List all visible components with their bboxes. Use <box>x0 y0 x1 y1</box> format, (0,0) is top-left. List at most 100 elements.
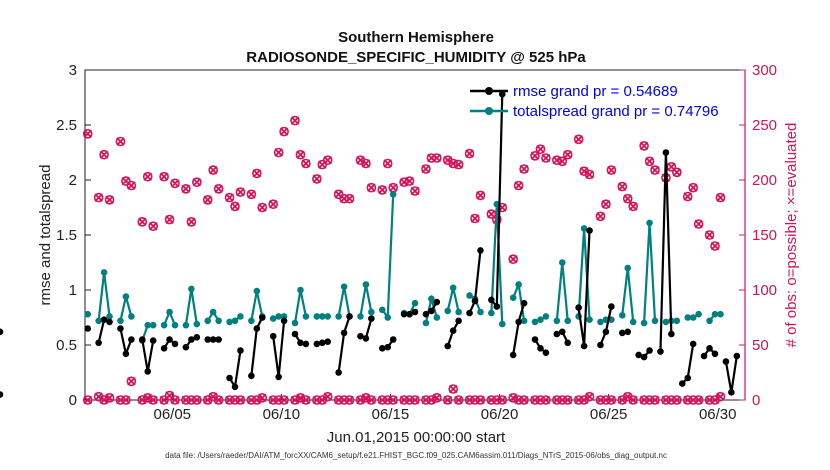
rmse-point <box>531 336 539 343</box>
rmse-point <box>324 338 332 346</box>
totalspread-point <box>122 293 130 300</box>
obs-low-point-possible <box>470 395 480 405</box>
totalspread-point <box>368 308 375 316</box>
totalspread-point <box>389 191 397 198</box>
obs-low-point-possible <box>235 395 246 405</box>
obs-point-evaluated <box>225 193 234 202</box>
obs-low-point-possible <box>399 395 409 405</box>
rmse-point <box>406 310 413 318</box>
obs-point-possible <box>208 165 218 175</box>
rmse-point <box>537 345 544 352</box>
obs-low-point-evaluated <box>443 395 452 405</box>
obs-point-possible <box>672 167 682 178</box>
totalspread-point <box>673 317 681 325</box>
obs-low-point-evaluated <box>345 395 354 405</box>
x-axis: 06/05 06/10 06/15 06/20 06/25 06/30 <box>153 394 737 423</box>
obs-low-point-possible <box>492 395 502 405</box>
obs-low-point-evaluated <box>208 392 218 401</box>
obs-point-evaluated <box>214 184 223 194</box>
legend-spread-label: totalspread grand pr = 0.74796 <box>513 103 719 120</box>
rmse-point <box>444 342 452 350</box>
obs-point-possible <box>186 217 197 227</box>
obs-point-possible <box>617 181 628 192</box>
totalspread-point <box>509 294 517 302</box>
rmse-point <box>269 332 277 340</box>
obs-low-point-evaluated <box>99 395 109 405</box>
obs-point-evaluated <box>127 181 136 190</box>
totalspread-point <box>597 318 604 326</box>
rmse-point <box>471 297 479 305</box>
rmse-point <box>433 298 441 306</box>
totalspread-point <box>231 317 239 325</box>
obs-point-possible <box>382 158 393 169</box>
obs-point-evaluated <box>470 214 480 223</box>
obs-point-possible <box>622 193 633 204</box>
rmse-point <box>368 315 375 322</box>
obs-low-point-evaluated <box>410 395 420 405</box>
rmse-point <box>602 328 610 336</box>
rmse-point <box>646 347 653 354</box>
obs-point-possible <box>224 192 235 203</box>
obs-point-evaluated <box>159 172 169 181</box>
obs-low-point-possible <box>442 395 453 405</box>
obs-point-evaluated <box>601 199 611 209</box>
totalspread-point <box>542 313 550 320</box>
obs-low-point-evaluated <box>296 393 305 403</box>
obs-point-evaluated <box>639 141 649 151</box>
y-tick-label-right: 300 <box>752 62 777 79</box>
rmse-point <box>318 339 326 347</box>
obs-low-point-evaluated <box>252 395 262 405</box>
y-tick-label: 1.5 <box>56 227 77 244</box>
rmse-point <box>678 380 686 387</box>
obs-low-point-possible <box>421 395 431 405</box>
obs-point-evaluated <box>705 230 714 240</box>
legend-rmse-marker <box>485 87 493 95</box>
obs-point-possible <box>301 158 311 169</box>
obs-low-point-possible <box>224 395 235 405</box>
obs-low-point-possible <box>404 395 415 405</box>
rmse-point <box>275 373 282 381</box>
obs-point-evaluated <box>672 168 682 177</box>
obs-point-evaluated <box>508 254 518 264</box>
obs-low-point-possible <box>704 395 715 405</box>
rmse-point <box>657 348 664 355</box>
totalspread-point <box>662 318 670 326</box>
obs-low-point-possible <box>628 395 638 405</box>
obs-point-evaluated <box>187 217 196 227</box>
obs-point-possible <box>530 151 540 161</box>
obs-point-possible <box>595 211 606 222</box>
obs-low-point-evaluated <box>258 393 267 403</box>
obs-point-evaluated <box>296 150 305 159</box>
totalspread-point <box>117 317 124 325</box>
obs-low-point-possible <box>557 395 568 405</box>
obs-low-point-possible <box>333 395 344 405</box>
obs-point-evaluated <box>258 203 267 212</box>
rmse-point <box>455 317 462 325</box>
totalspread-point <box>84 310 92 318</box>
totalspread-point <box>580 225 588 232</box>
totalspread-point <box>100 269 108 276</box>
totalspread-point <box>297 286 304 294</box>
obs-point-evaluated <box>138 217 147 227</box>
totalspread-point <box>466 292 473 299</box>
obs-point-possible <box>715 192 726 203</box>
y-tick-label: 0 <box>69 392 77 409</box>
obs-point-evaluated <box>683 192 692 201</box>
obs-point-evaluated <box>236 187 245 197</box>
obs-low-point-possible <box>606 395 617 405</box>
obs-point-possible <box>257 202 268 213</box>
obs-low-point-possible <box>268 395 278 405</box>
obs-point-evaluated <box>454 160 463 169</box>
obs-point-possible <box>475 190 486 201</box>
obs-low-point-evaluated <box>323 392 332 401</box>
obs-low-point-possible <box>682 395 693 405</box>
obs-low-point-possible <box>519 395 529 405</box>
obs-point-evaluated <box>536 144 545 154</box>
rmse-point <box>188 336 195 343</box>
totalspread-point <box>444 307 452 315</box>
totalspread-point <box>193 320 201 328</box>
obs-point-possible <box>126 180 137 191</box>
rmse-point <box>449 327 457 335</box>
obs-point-possible <box>410 186 420 196</box>
obs-point-possible <box>312 174 322 184</box>
